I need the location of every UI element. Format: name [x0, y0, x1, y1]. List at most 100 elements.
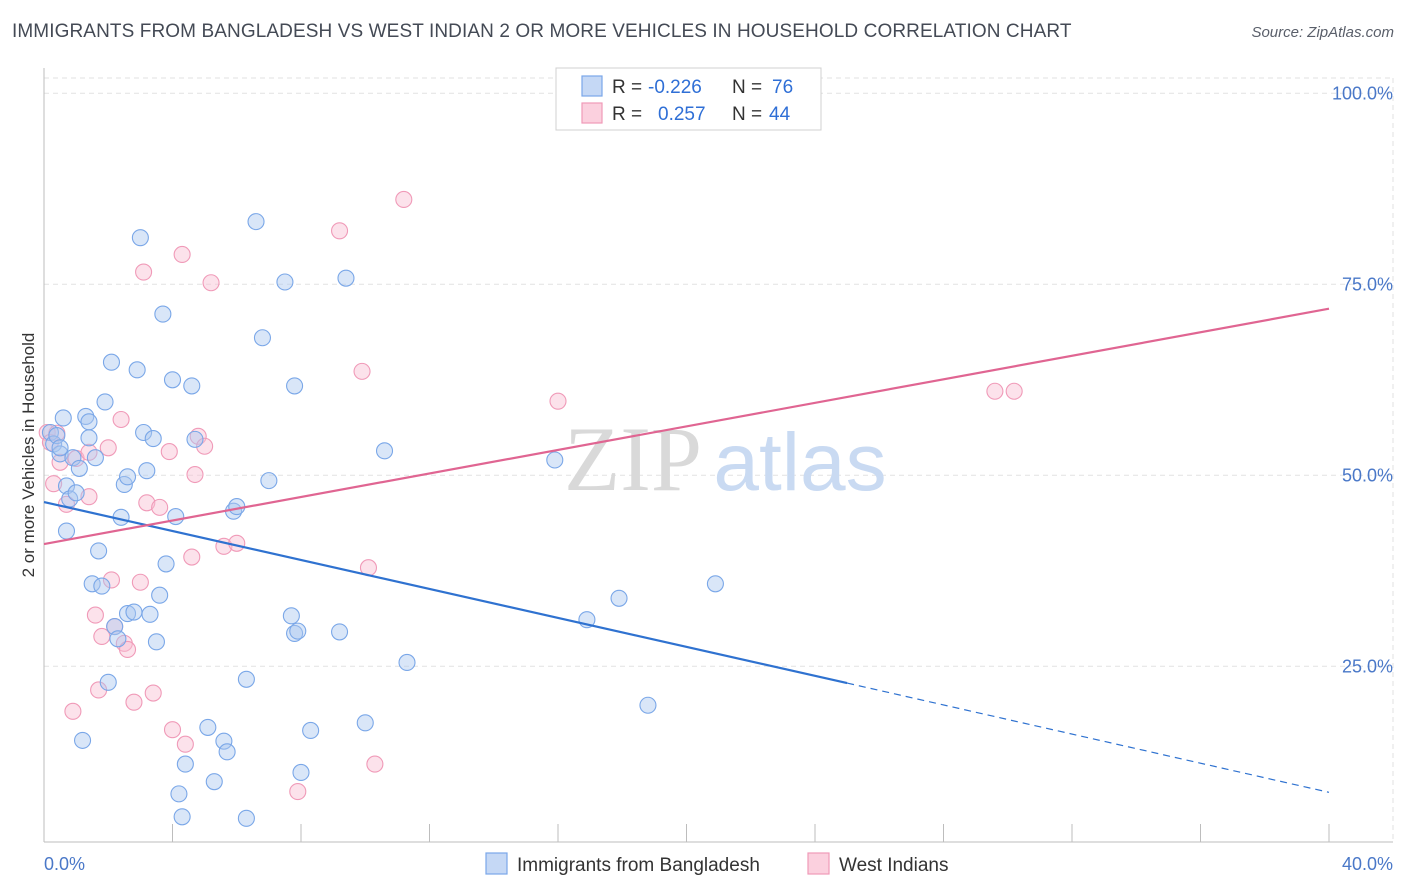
- point-bangladesh-55: [247, 213, 265, 231]
- point-bangladesh-17: [86, 449, 104, 467]
- point-bangladesh-56: [253, 329, 272, 347]
- point-bangladesh-12: [74, 731, 92, 749]
- point-bangladesh-3: [51, 445, 69, 463]
- bottom-legend-swatch-bangladesh: [485, 852, 508, 875]
- point-west-indians-13: [99, 439, 117, 457]
- point-west-indians-31: [189, 427, 207, 445]
- point-west-indians-10: [86, 606, 104, 624]
- legend-r-label-1: R =: [612, 77, 642, 98]
- legend-n-value-1: 76: [772, 77, 793, 98]
- chart-title: IMMIGRANTS FROM BANGLADESH VS WEST INDIA…: [12, 21, 1072, 42]
- point-west-indians-37: [330, 222, 349, 240]
- y-tick-label-50: 50.0%: [1342, 465, 1393, 485]
- trend-line-west-indians: [43, 307, 1330, 546]
- point-bangladesh-50: [218, 743, 236, 761]
- point-west-indians-30: [186, 465, 204, 484]
- point-bangladesh-29: [125, 603, 143, 621]
- point-bangladesh-62: [289, 622, 307, 640]
- bottom-legend-swatch-west-indians: [807, 852, 830, 875]
- point-bangladesh-28: [118, 468, 137, 486]
- point-west-indians-2: [45, 475, 63, 493]
- point-west-indians-23: [144, 684, 162, 702]
- point-bangladesh-9: [64, 449, 82, 467]
- point-bangladesh-6: [57, 522, 76, 540]
- point-bangladesh-19: [93, 577, 111, 595]
- point-bangladesh-69: [398, 653, 416, 672]
- point-bangladesh-47: [199, 718, 217, 736]
- point-bangladesh-13: [77, 407, 95, 426]
- point-bangladesh-61: [286, 624, 304, 642]
- point-bangladesh-54: [237, 670, 255, 688]
- point-bangladesh-24: [109, 630, 127, 648]
- y-tick-label-25: 25.0%: [1342, 656, 1393, 676]
- point-bangladesh-73: [639, 696, 657, 714]
- point-west-indians-22: [138, 494, 156, 512]
- point-bangladesh-40: [163, 371, 182, 389]
- point-bangladesh-66: [337, 269, 355, 287]
- point-bangladesh-20: [96, 393, 114, 411]
- point-west-indians-14: [102, 571, 121, 589]
- y-tick-label-75: 75.0%: [1342, 274, 1393, 294]
- point-bangladesh-11: [70, 459, 88, 477]
- point-bangladesh-4: [51, 439, 69, 457]
- point-bangladesh-74: [706, 575, 724, 593]
- point-west-indians-24: [151, 498, 169, 516]
- point-bangladesh-7: [57, 477, 76, 495]
- point-bangladesh-38: [154, 305, 172, 323]
- point-bangladesh-42: [170, 785, 188, 803]
- legend-n-label-1: N =: [732, 77, 762, 98]
- point-bangladesh-30: [128, 361, 146, 379]
- point-bangladesh-53: [237, 809, 255, 827]
- point-west-indians-33: [202, 274, 220, 292]
- point-bangladesh-31: [131, 229, 149, 247]
- legend-swatch-bangladesh: [581, 75, 603, 97]
- point-bangladesh-37: [151, 586, 169, 604]
- point-bangladesh-39: [157, 555, 175, 573]
- point-bangladesh-22: [102, 353, 121, 371]
- point-bangladesh-45: [183, 377, 201, 395]
- point-west-indians-9: [80, 488, 98, 506]
- point-bangladesh-5: [54, 409, 72, 427]
- legend-n-value-2: 44: [769, 104, 791, 125]
- point-bangladesh-34: [141, 605, 159, 623]
- legend-r-value-2: 0.257: [658, 104, 706, 125]
- bottom-legend: Immigrants from Bangladesh West Indians: [485, 852, 948, 876]
- point-west-indians-27: [173, 245, 191, 264]
- point-west-indians-6: [64, 702, 82, 720]
- point-west-indians-43: [986, 382, 1004, 400]
- point-bangladesh-27: [118, 605, 137, 623]
- trend-lines: [43, 307, 1330, 793]
- y-tick-label-100: 100.0%: [1332, 83, 1393, 103]
- y-tick-labels: 25.0% 50.0% 75.0% 100.0%: [1332, 83, 1393, 676]
- point-bangladesh-68: [375, 442, 394, 460]
- gridlines: [44, 77, 1394, 842]
- point-bangladesh-33: [138, 462, 156, 480]
- point-bangladesh-60: [286, 377, 304, 395]
- bottom-legend-label-bangladesh: Immigrants from Bangladesh: [517, 855, 760, 876]
- y-axis-label: 2 or more Vehicles in Household: [19, 333, 38, 578]
- series-bangladesh: [41, 213, 724, 827]
- point-west-indians-20: [131, 573, 149, 591]
- legend-n-label-2: N =: [732, 104, 762, 125]
- point-bangladesh-21: [99, 673, 117, 691]
- point-bangladesh-58: [276, 273, 294, 291]
- point-west-indians-18: [118, 640, 137, 659]
- point-west-indians-25: [160, 443, 178, 461]
- point-west-indians-16: [112, 410, 130, 429]
- point-bangladesh-43: [173, 808, 191, 826]
- point-bangladesh-67: [356, 714, 374, 732]
- point-bangladesh-48: [205, 773, 223, 791]
- trend-line-bangladesh: [43, 500, 848, 685]
- legend-swatch-west-indians: [581, 102, 603, 124]
- point-west-indians-32: [196, 437, 214, 455]
- point-west-indians-38: [353, 362, 371, 380]
- point-bangladesh-35: [144, 430, 162, 448]
- point-west-indians-21: [135, 263, 153, 281]
- point-west-indians-28: [176, 735, 194, 753]
- legend-r-value-1: -0.226: [648, 77, 702, 98]
- point-bangladesh-10: [67, 484, 85, 502]
- point-west-indians-40: [366, 755, 384, 773]
- point-bangladesh-15: [80, 413, 98, 431]
- point-bangladesh-41: [167, 507, 185, 526]
